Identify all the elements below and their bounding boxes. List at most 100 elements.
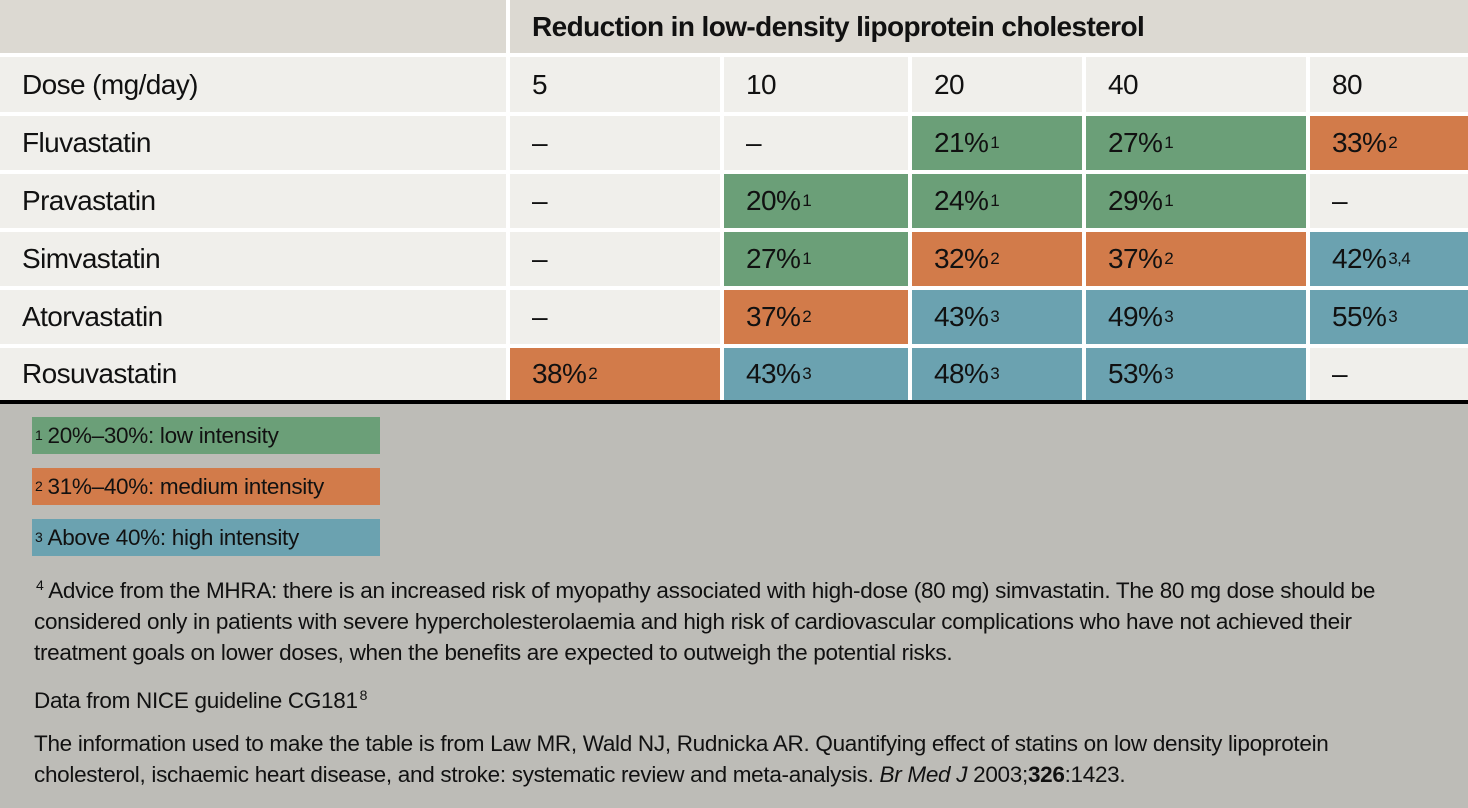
footnote-marker: 2 [588,364,598,383]
table-cell: – [1310,174,1468,228]
drug-name: Rosuvastatin [0,348,506,400]
table-cell: 37% 2 [1086,232,1306,286]
mhra-note: 4 Advice from the MHRA: there is an incr… [34,570,1438,668]
cell-value: 37% [1108,243,1163,274]
footnote-marker: 2 [1388,133,1398,152]
footnote-marker: 2 [990,249,1000,268]
dose-80: 80 [1310,57,1468,112]
footnote-marker: 2 [802,307,812,326]
cell-value: 32% [934,243,989,274]
footnote-marker: 3 [1388,307,1398,326]
reference-volume: 326 [1027,762,1065,787]
cell-value: – [1332,358,1348,389]
dose-20: 20 [912,57,1082,112]
cell-value: 21% [934,127,989,158]
cell-value: – [532,127,548,158]
table-cell: 48% 3 [912,348,1082,400]
footnote-marker: 1 [1164,133,1174,152]
footnote-marker: 3 [1164,307,1174,326]
footnote-marker: 1 [35,427,43,443]
cell-value: – [746,127,762,158]
footnote-marker: 1 [802,191,812,210]
dose-5: 5 [510,57,720,112]
table-cell: 24% 1 [912,174,1082,228]
footnote-marker: 1 [990,133,1000,152]
statin-table: Reduction in low-density lipoprotein cho… [0,0,1468,400]
table-cell: 37% 2 [724,290,908,344]
footnote-marker: 3 [1164,364,1174,383]
drug-name: Atorvastatin [0,290,506,344]
table-cell: 27% 1 [724,232,908,286]
cell-value: 53% [1108,358,1163,389]
legend-text: 20%–30%: low intensity [47,423,279,448]
cell-value: 20% [746,185,801,216]
legend-item: 2 31%–40%: medium intensity [32,468,380,505]
table-cell: – [510,232,720,286]
legend-text: Above 40%: high intensity [47,525,300,550]
cell-value: 37% [746,301,801,332]
cell-value: 43% [934,301,989,332]
footnote-marker: 2 [35,478,43,494]
table-cell: 49% 3 [1086,290,1306,344]
cell-value: – [532,243,548,274]
table-cell: – [510,290,720,344]
footnote-marker: 3 [990,364,1000,383]
table-cell: 55% 3 [1310,290,1468,344]
cell-value: – [532,185,548,216]
mhra-text: Advice from the MHRA: there is an increa… [34,578,1376,665]
table-cell: 43% 3 [912,290,1082,344]
reference-pages: :1423. [1064,762,1126,787]
source-text: Data from NICE guideline CG181 [34,688,358,713]
table-cell: 29% 1 [1086,174,1306,228]
reference-marker: 8 [359,687,368,703]
table-cell: – [510,174,720,228]
cell-value: 27% [1108,127,1163,158]
footnote-marker: 3,4 [1388,249,1411,268]
table-cell: 38% 2 [510,348,720,400]
table-cell: – [1310,348,1468,400]
reference-text: The information used to make the table i… [34,731,1329,787]
dose-40: 40 [1086,57,1306,112]
cell-value: 29% [1108,185,1163,216]
cell-value: 55% [1332,301,1387,332]
legend-item: 1 20%–30%: low intensity [32,417,380,454]
divider [0,400,1468,404]
journal-name: Br Med J [879,762,968,787]
table-cell: 20% 1 [724,174,908,228]
cell-value: 24% [934,185,989,216]
table-cell: 33% 2 [1310,116,1468,170]
footnote-marker: 4 [36,577,44,593]
table-cell: 42% 3,4 [1310,232,1468,286]
cell-value: 43% [746,358,801,389]
drug-name: Simvastatin [0,232,506,286]
cell-value: 48% [934,358,989,389]
reference-year: 2003; [967,762,1028,787]
table-cell: 53% 3 [1086,348,1306,400]
cell-value: 42% [1332,243,1387,274]
footnote-marker: 3 [802,364,812,383]
footnote-marker: 2 [1164,249,1174,268]
cell-value: 27% [746,243,801,274]
table-title: Reduction in low-density lipoprotein cho… [510,0,1468,53]
cell-value: 49% [1108,301,1163,332]
footnotes: 1 20%–30%: low intensity 2 31%–40%: medium … [0,404,1468,790]
cell-value: – [532,301,548,332]
legend-text: 31%–40%: medium intensity [47,474,325,499]
footnote-marker: 1 [1164,191,1174,210]
table-cell: – [510,116,720,170]
footnote-marker: 3 [35,529,43,545]
drug-name: Pravastatin [0,174,506,228]
cell-value: 38% [532,358,587,389]
dose-10: 10 [724,57,908,112]
cell-value: – [1332,185,1348,216]
header-blank [0,0,506,53]
footnote-marker: 3 [990,307,1000,326]
table-cell: 21% 1 [912,116,1082,170]
table-cell: 27% 1 [1086,116,1306,170]
dose-label: Dose (mg/day) [0,57,506,112]
footnote-marker: 1 [990,191,1000,210]
legend-item: 3 Above 40%: high intensity [32,519,380,556]
source-note: Data from NICE guideline CG181 8 [34,680,1438,716]
table-cell: – [724,116,908,170]
cell-value: 33% [1332,127,1387,158]
